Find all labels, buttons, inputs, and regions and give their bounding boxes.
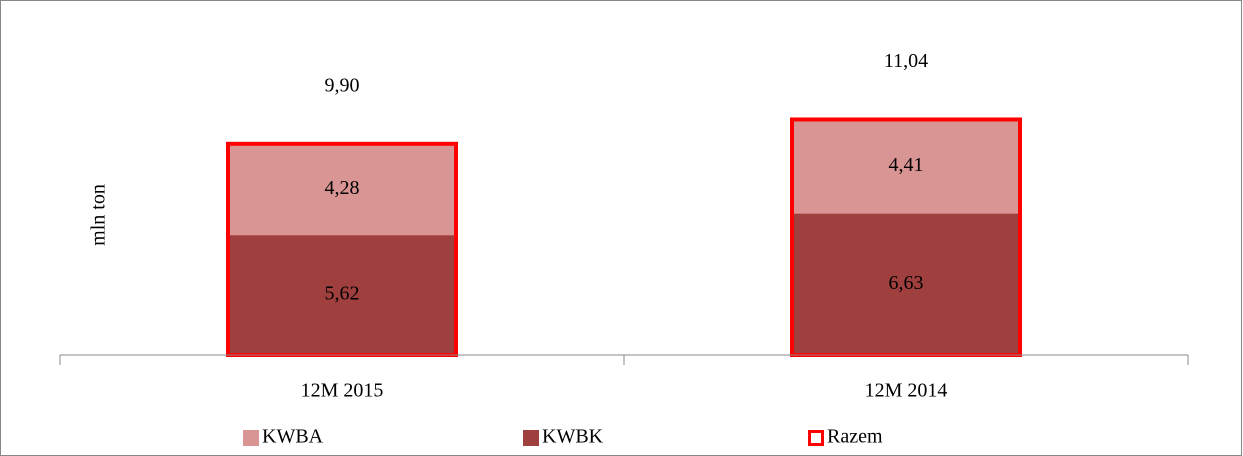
data-label: 4,28 — [325, 177, 360, 199]
legend-swatch — [243, 430, 259, 446]
legend-label: KWBK — [542, 426, 604, 448]
x-tick-label: 12M 2014 — [865, 380, 948, 402]
bar-segment — [228, 235, 456, 355]
total-label: 11,04 — [884, 50, 928, 72]
bar-segment — [792, 119, 1020, 214]
legend-swatch — [523, 430, 539, 446]
total-label: 9,90 — [325, 74, 360, 96]
legend-label: Razem — [827, 426, 883, 448]
data-label: 6,63 — [889, 272, 924, 294]
legend-label: KWBA — [262, 426, 324, 448]
x-tick-label: 12M 2015 — [301, 380, 384, 402]
legend-swatch — [808, 430, 824, 446]
y-axis-label: mln ton — [88, 184, 110, 246]
data-label: 4,41 — [889, 154, 924, 176]
bar-segment — [792, 213, 1020, 355]
data-label: 5,62 — [325, 283, 360, 305]
bar-segment — [228, 143, 456, 236]
